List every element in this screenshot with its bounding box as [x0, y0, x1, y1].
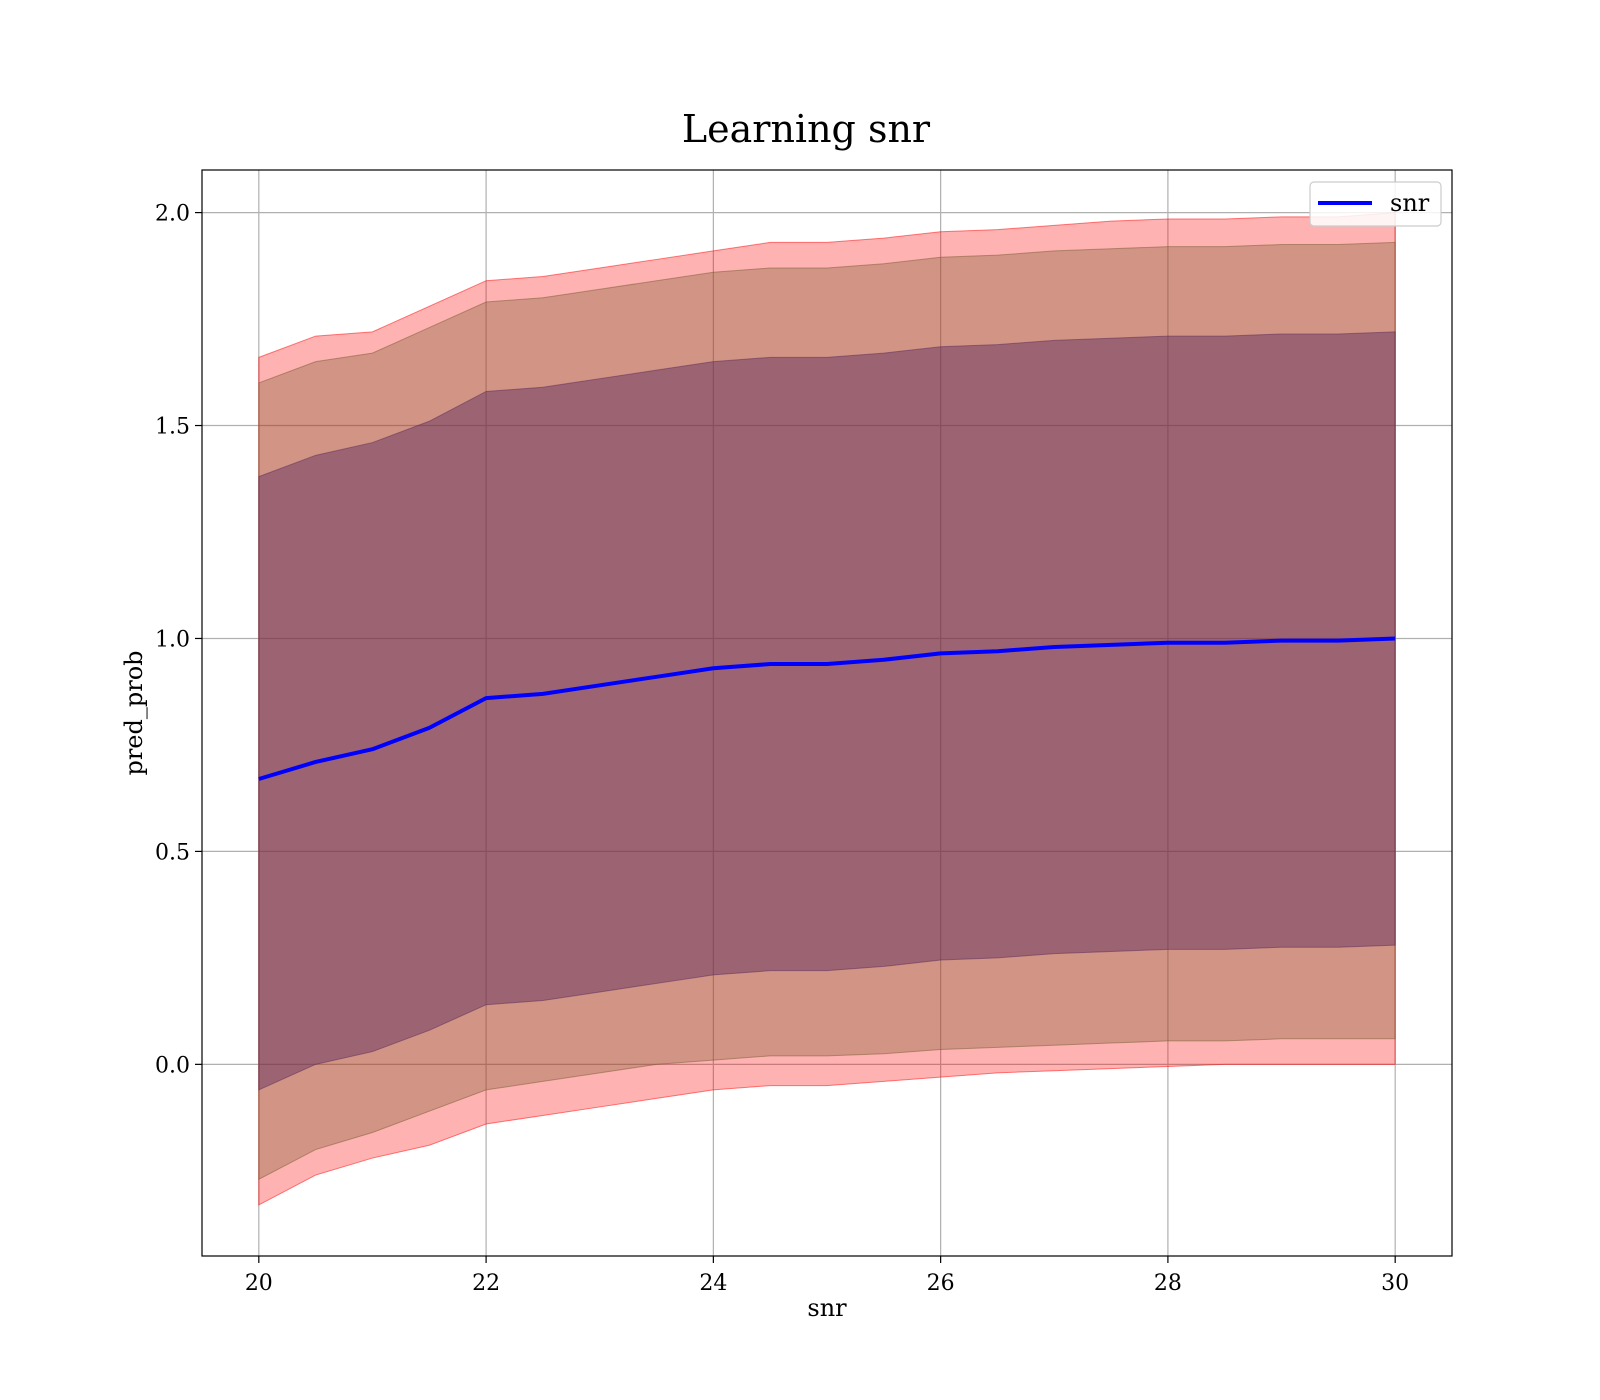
band-layer	[258, 212, 1396, 1206]
x-tick-label-1: 22	[472, 1271, 500, 1296]
y-tick-label-0: 0.0	[155, 1053, 190, 1078]
y-tick-label-2: 1.0	[155, 627, 190, 652]
x-tick-label-5: 30	[1381, 1271, 1409, 1296]
x-axis-label: snr	[807, 1294, 847, 1322]
line-layer	[258, 636, 1396, 781]
y-axis-label: pred_prob	[120, 650, 148, 775]
legend: snr	[1309, 181, 1442, 227]
tick-layer: 20 22 24 26 28 30 0.0 0.5 1.0 1.5 2.0	[155, 202, 1409, 1296]
y-tick-label-3: 1.5	[155, 415, 190, 440]
y-tick-label-4: 2.0	[155, 202, 190, 227]
legend-label-snr: snr	[1390, 189, 1430, 217]
chart-title: Learning snr	[682, 107, 931, 151]
plot-frame	[201, 169, 1453, 1257]
x-tick-label-3: 26	[927, 1271, 955, 1296]
confidence-band-0	[258, 212, 1396, 1206]
x-tick-label-0: 20	[245, 1271, 273, 1296]
x-tick-label-2: 24	[699, 1271, 727, 1296]
legend-box	[1309, 181, 1442, 227]
x-tick-label-4: 28	[1154, 1271, 1182, 1296]
confidence-band-1	[258, 241, 1396, 1181]
confidence-band-2	[258, 331, 1396, 1091]
y-tick-label-1: 0.5	[155, 840, 190, 865]
series-line-snr	[258, 636, 1396, 781]
